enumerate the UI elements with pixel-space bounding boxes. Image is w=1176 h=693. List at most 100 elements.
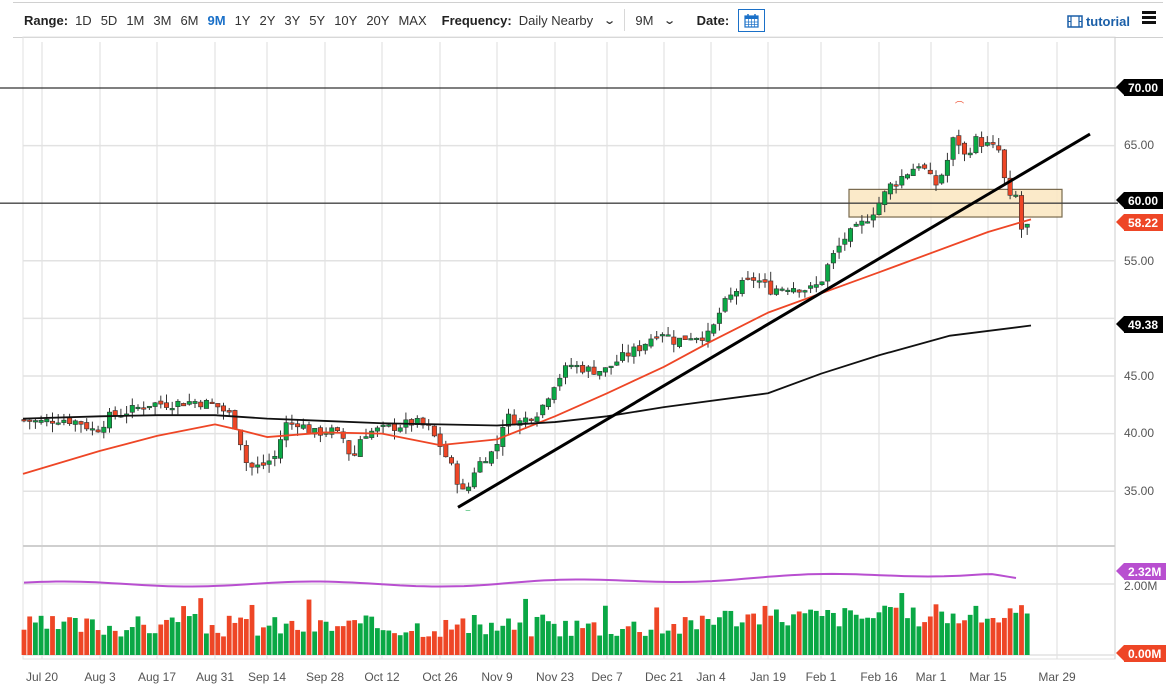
- candle-up: [648, 338, 654, 347]
- candle-down: [625, 352, 631, 357]
- volume-bar-down: [50, 616, 55, 655]
- candle-up: [716, 312, 722, 324]
- candle-down: [591, 366, 597, 375]
- volume-bar-down: [956, 623, 962, 655]
- tutorial-link[interactable]: tutorial: [1067, 14, 1130, 29]
- volume-bar-up: [101, 634, 107, 655]
- volume-bar-down: [215, 632, 221, 655]
- candle-up: [363, 436, 369, 439]
- range-button-1y[interactable]: 1Y: [234, 12, 251, 28]
- volume-bar-down: [84, 618, 90, 655]
- candle-up: [61, 419, 67, 423]
- volume-bar-up: [836, 626, 842, 655]
- low-marker: ⌣: [465, 505, 471, 515]
- candle-up: [859, 220, 865, 226]
- candle-up: [203, 400, 209, 409]
- range-button-max[interactable]: MAX: [398, 12, 427, 28]
- candle-up: [135, 406, 141, 410]
- chevron-down-icon: ⌄: [663, 14, 677, 27]
- range-button-20y[interactable]: 20Y: [366, 12, 390, 28]
- volume-bar-up: [597, 635, 603, 655]
- candle-down: [198, 401, 204, 408]
- volume-bar-down: [346, 620, 352, 655]
- range-label: Range:: [24, 12, 69, 28]
- candle-down: [317, 427, 323, 436]
- volume-bar-up: [563, 620, 568, 655]
- volume-bar-up: [477, 624, 483, 655]
- candle-down: [1007, 177, 1013, 196]
- volume-bar-up: [403, 632, 409, 655]
- range-button-1d[interactable]: 1D: [75, 12, 92, 28]
- chevron-down-icon: ⌄: [603, 14, 617, 27]
- candle-down: [443, 444, 449, 458]
- x-axis-label: Mar 15: [969, 670, 1007, 684]
- volume-bar-down: [591, 622, 597, 655]
- candle-up: [984, 142, 990, 146]
- volume-bar-up: [61, 621, 67, 655]
- range-button-2y[interactable]: 2Y: [259, 12, 276, 28]
- volume-bar-up: [608, 633, 614, 655]
- volume-bar-up: [369, 616, 375, 655]
- candle-up: [773, 288, 779, 295]
- candle-down: [437, 433, 443, 447]
- candle-down: [699, 337, 705, 341]
- volume-bar-up: [483, 634, 489, 655]
- volume-bar-up: [551, 623, 557, 655]
- candle-down: [511, 414, 517, 426]
- candle-down: [580, 364, 586, 373]
- date-picker-button[interactable]: [738, 8, 766, 32]
- x-axis-label: Oct 26: [422, 670, 458, 684]
- range-button-3y[interactable]: 3Y: [284, 12, 301, 28]
- range-button-3m[interactable]: 3M: [153, 12, 172, 28]
- range-button-5d[interactable]: 5D: [100, 12, 118, 28]
- volume-bar-down: [580, 628, 585, 655]
- volume-bar-up: [648, 629, 654, 655]
- volume-bar-up: [118, 636, 124, 655]
- price-tag: 49.38: [1115, 316, 1164, 333]
- plot-frame: [22, 36, 1116, 660]
- range-button-1m[interactable]: 1M: [126, 12, 145, 28]
- frequency-dropdown[interactable]: Daily Nearby ⌄: [518, 12, 617, 28]
- period-dropdown[interactable]: 9M ⌄: [635, 13, 677, 28]
- candle-up: [876, 202, 882, 216]
- volume-bar-down: [1002, 617, 1007, 655]
- candle-up: [842, 238, 848, 245]
- candle-down: [232, 410, 238, 430]
- candle-up: [802, 290, 808, 293]
- range-button-10y[interactable]: 10Y: [334, 12, 358, 28]
- candle-down: [420, 417, 426, 426]
- candle-down: [961, 142, 967, 155]
- candle-down: [996, 145, 1002, 151]
- x-axis-label: Nov 9: [481, 670, 513, 684]
- candle-down: [448, 457, 454, 464]
- volume-bar-down: [449, 629, 454, 655]
- x-axis-label: Jan 19: [749, 670, 787, 684]
- volume-bar-down: [528, 636, 534, 655]
- candle-up: [551, 387, 557, 400]
- candle-down: [78, 421, 84, 425]
- range-button-5y[interactable]: 5Y: [309, 12, 326, 28]
- frequency-value: Daily Nearby: [518, 12, 594, 28]
- candle-down: [243, 445, 249, 463]
- x-axis-label: Mar 29: [1038, 670, 1076, 684]
- hamburger-menu-icon[interactable]: [1142, 11, 1156, 26]
- candle-up: [916, 166, 922, 169]
- candle-down: [460, 483, 466, 490]
- volume-bar-down: [426, 636, 432, 655]
- candle-up: [785, 289, 791, 292]
- volume-bar-down: [261, 627, 266, 655]
- candle-down: [409, 419, 415, 426]
- moving-average-fast: [22, 218, 1032, 475]
- candle-up: [557, 377, 563, 387]
- range-button-9m[interactable]: 9M: [207, 12, 226, 28]
- candle-up: [865, 221, 871, 224]
- volume-bar-up: [255, 635, 261, 655]
- volume-bar-down: [198, 598, 204, 655]
- candle-up: [488, 451, 494, 464]
- volume-bar-up: [33, 622, 38, 655]
- range-button-6m[interactable]: 6M: [180, 12, 199, 28]
- volume-bar-up: [910, 607, 916, 655]
- volume-bar-down: [625, 626, 631, 655]
- volume-bar-up: [124, 630, 129, 655]
